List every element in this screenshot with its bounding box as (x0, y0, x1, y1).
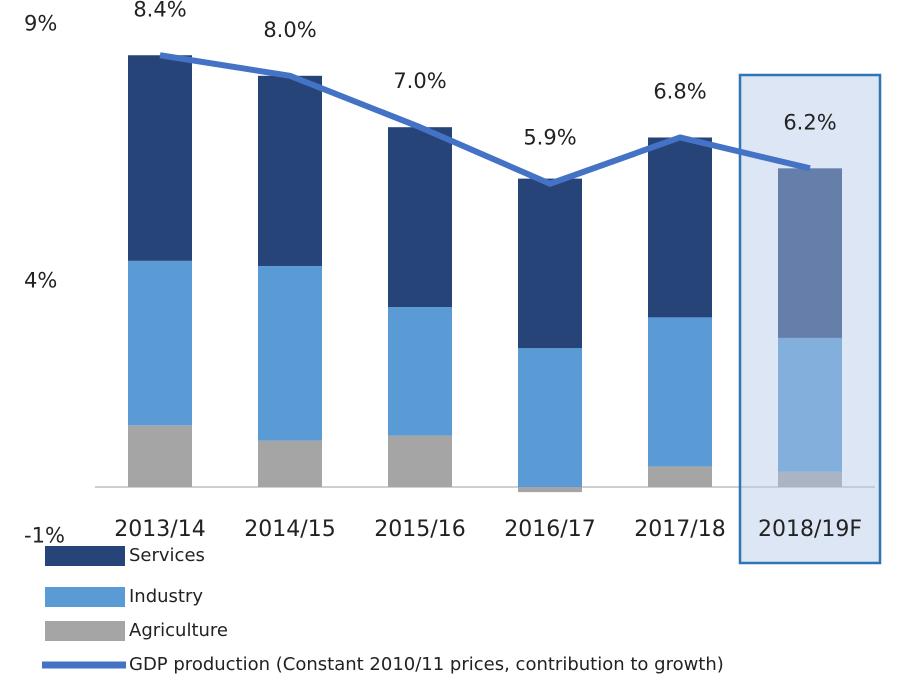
legend-label: GDP production (Constant 2010/11 prices,… (129, 654, 724, 675)
bar-segment (128, 260, 192, 426)
bar-segment (518, 178, 582, 349)
x-tick-label: 2016/17 (504, 517, 595, 542)
bar-segment (648, 137, 712, 318)
bar-segment (388, 307, 452, 436)
bar-segment (258, 265, 322, 441)
highlight-box (738, 73, 882, 565)
data-label: 5.9% (523, 126, 576, 150)
data-label: 7.0% (393, 69, 446, 93)
y-tick-label: 4% (24, 268, 57, 292)
data-label: 8.0% (263, 18, 316, 42)
x-tick-label: 2013/14 (114, 517, 205, 542)
legend-label: Industry (129, 586, 203, 607)
legend-swatch (45, 587, 125, 607)
bar-segment (648, 317, 712, 467)
legend-swatch (45, 546, 125, 566)
bar-segment (128, 425, 192, 487)
legend-label: Services (129, 545, 205, 566)
bar-segment (518, 348, 582, 487)
bar-segment (128, 55, 192, 261)
line-series (159, 52, 811, 187)
bar-segment (258, 440, 322, 487)
data-label: 6.8% (653, 79, 706, 103)
x-tick-label: 2017/18 (634, 517, 725, 542)
bar-segment (388, 435, 452, 487)
x-tick-label: 2018/19F (758, 517, 862, 542)
y-tick-label: -1% (24, 523, 65, 547)
bar-segment (648, 466, 712, 487)
legend-swatch (45, 621, 125, 641)
legend-label: Agriculture (129, 620, 228, 641)
data-label: 6.2% (783, 110, 836, 134)
bar-segment (388, 127, 452, 308)
bar-segment (518, 487, 582, 493)
bar-segment (778, 471, 842, 487)
x-tick-label: 2015/16 (374, 517, 465, 542)
x-tick-label: 2014/15 (244, 517, 335, 542)
bar-segment (778, 337, 842, 472)
data-label: 8.4% (133, 0, 186, 21)
bar-segment (778, 168, 842, 338)
bar-segment (258, 75, 322, 266)
y-tick-label: 9% (24, 11, 57, 35)
